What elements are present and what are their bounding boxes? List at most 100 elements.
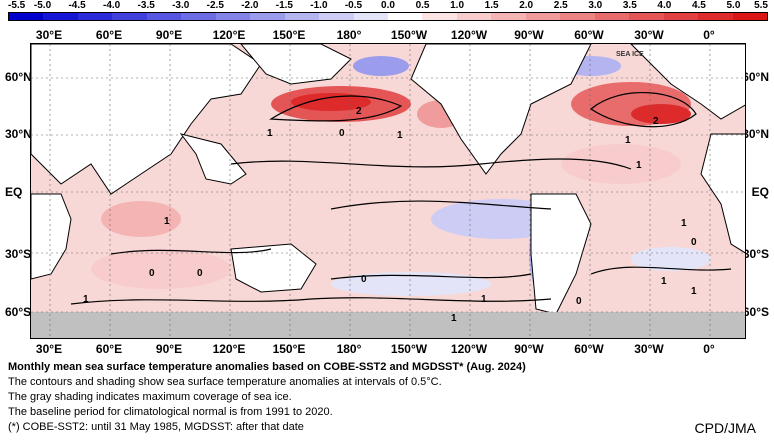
colorbar-tick-label: -2.5 xyxy=(206,0,224,11)
colorbar-tick-label: 1.5 xyxy=(484,0,499,11)
caption-line: (*) COBE-SST2: until 31 May 1985, MGDSST… xyxy=(8,421,304,433)
colorbar-cell xyxy=(456,13,492,20)
longitude-label: 150°E xyxy=(272,342,306,356)
colorbar-tick-label: -0.5 xyxy=(344,0,363,11)
longitude-label: 60°E xyxy=(95,342,123,356)
contour-label: 2 xyxy=(356,106,362,117)
colorbar-cell xyxy=(181,13,216,20)
lat-label-left-60n: 60°N xyxy=(5,70,32,84)
colorbar-tick-label: -3.5 xyxy=(137,0,155,11)
sea-ice-label: SEA ICE xyxy=(616,51,644,58)
contour-label: 1 xyxy=(481,294,487,305)
contour-label: 0 xyxy=(691,237,697,248)
lat-label-right-eq: EQ xyxy=(751,185,769,199)
caption-line: The gray shading indicates maximum cover… xyxy=(8,391,292,403)
longitude-label: 60°E xyxy=(95,28,123,42)
longitude-label: 120°E xyxy=(212,28,246,42)
longitude-label: 60°W xyxy=(574,342,604,356)
longitude-label: 180° xyxy=(336,28,362,42)
lat-label-left-eq: EQ xyxy=(5,185,23,199)
longitude-label: 180° xyxy=(336,342,362,356)
colorbar-tick-label: 0.0 xyxy=(381,0,395,11)
colorbar-cell xyxy=(9,13,44,20)
sea-ice-antarctic xyxy=(31,312,745,338)
lat-label-right-30s: 30°S xyxy=(742,247,769,261)
colorbar-legend: -5.5 -5.0 -4.5 -4.0 -3.5 -3.0 -2.5 -2.0 -1.5 -1.0… xyxy=(8,0,768,22)
contour-label: 1 xyxy=(83,294,89,305)
contour-label: 1 xyxy=(625,135,631,146)
colorbar-strip xyxy=(8,12,768,21)
sst-anomaly-map: SEA ICE 2 1 0 1 xyxy=(30,43,746,339)
colorbar-cell xyxy=(698,13,733,20)
colorbar-cell xyxy=(215,13,251,20)
graticule xyxy=(31,44,745,338)
lat-label-right-60n: 60°N xyxy=(742,70,769,84)
colorbar-tick-label: -3.0 xyxy=(172,0,190,11)
contour-label: 0 xyxy=(149,268,155,279)
colorbar-cell xyxy=(112,13,147,20)
colorbar-tick-label: -4.5 xyxy=(68,0,86,11)
longitude-label: 30°E xyxy=(35,342,63,356)
top-longitude-axis: 30°E 60°E 90°E 120°E 150°E 180° 150°W 120°W 90°W… xyxy=(30,28,746,42)
lat-label-right-60s: 60°S xyxy=(742,305,769,319)
colorbar-tick-label: -4.0 xyxy=(103,0,121,11)
contour-label: 0 xyxy=(576,296,582,307)
colorbar-cell xyxy=(319,13,354,20)
land-northeast-asia xyxy=(240,44,352,85)
land-africa-south xyxy=(31,193,72,280)
colorbar-tick-label: 2.0 xyxy=(519,0,534,11)
longitude-label: 90°E xyxy=(155,342,183,356)
land-africa-west xyxy=(700,133,745,254)
contour-label: 2 xyxy=(653,116,659,127)
contour-label: 0 xyxy=(339,128,345,139)
caption-title: Monthly mean sea surface temperature ano… xyxy=(8,361,526,373)
colorbar-tick-label: 4.0 xyxy=(657,0,672,11)
colorbar-cell xyxy=(77,13,113,20)
colorbar-cell xyxy=(353,13,388,20)
contour-label: 1 xyxy=(397,130,403,141)
colorbar-cell xyxy=(594,13,630,20)
lat-label-left-60s: 60°S xyxy=(5,305,32,319)
longitude-label: 0° xyxy=(703,28,715,42)
colorbar-cell xyxy=(491,13,526,20)
contour-label: 1 xyxy=(681,218,687,229)
colorbar-cell xyxy=(146,13,182,20)
longitude-label: 120°W xyxy=(450,28,488,42)
colorbar-cell xyxy=(629,13,664,20)
contour-label-group: 2 1 0 1 1 2 1 1 1 0 1 0 0 1 0 1 1 0 1 xyxy=(83,106,697,324)
warm-core-north-pacific xyxy=(291,93,371,111)
land-south-america xyxy=(530,193,592,315)
longitude-label: 90°W xyxy=(514,28,544,42)
longitude-label: 90°W xyxy=(514,342,544,356)
colorbar-cell xyxy=(525,13,561,20)
colorbar-tick-label: -5.5 xyxy=(8,0,26,11)
longitude-label: 150°W xyxy=(390,28,428,42)
colorbar-tick-label: -5.0 xyxy=(33,0,52,11)
colorbar-tick-label: -1.0 xyxy=(310,0,328,11)
landmasses xyxy=(31,44,745,315)
land-north-america xyxy=(410,44,592,175)
colorbar-cell xyxy=(250,13,285,20)
warm-patch-tropical-atlantic xyxy=(561,144,681,184)
contour-lines xyxy=(70,92,732,305)
cold-patch-south-pacific xyxy=(331,272,491,296)
colorbar-cell xyxy=(560,13,595,20)
colorbar-tick-label: -2.0 xyxy=(241,0,259,11)
longitude-label: 90°E xyxy=(155,28,183,42)
longitude-label: 120°W xyxy=(450,342,488,356)
map-svg: SEA ICE 2 1 0 1 xyxy=(31,44,745,338)
lat-label-left-30s: 30°S xyxy=(5,247,32,261)
longitude-label: 30°W xyxy=(634,28,664,42)
caption-line: The contours and shading show sea surfac… xyxy=(8,376,442,388)
longitude-label: 30°E xyxy=(35,28,63,42)
warm-patch-south-indian xyxy=(91,249,231,289)
colorbar-tick-label: 0.5 xyxy=(415,0,430,11)
lat-label-right-30n: 30°N xyxy=(742,127,769,141)
warm-patch-indian xyxy=(101,201,181,237)
contour-label: 1 xyxy=(164,216,170,227)
map-caption: Monthly mean sea surface temperature ano… xyxy=(8,360,648,435)
caption-line: The baseline period for climatological n… xyxy=(8,406,333,418)
colorbar-cell xyxy=(732,13,767,20)
bottom-longitude-axis: 30°E 60°E 90°E 120°E 150°E 180° 150°W 120°W 90°W… xyxy=(30,342,746,356)
contour-label: 0 xyxy=(361,274,367,285)
